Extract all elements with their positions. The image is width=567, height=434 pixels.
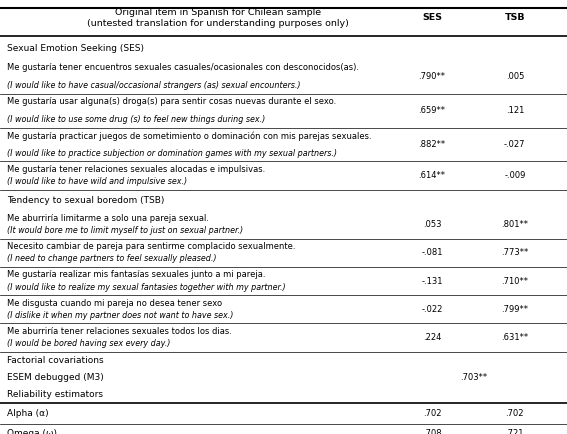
Text: Alpha (α): Alpha (α) — [7, 409, 48, 418]
Text: (untested translation for understanding purposes only): (untested translation for understanding … — [87, 20, 349, 28]
Text: Me gustaría usar alguna(s) droga(s) para sentir cosas nuevas durante el sexo.: Me gustaría usar alguna(s) droga(s) para… — [7, 97, 336, 106]
Text: TSB: TSB — [505, 13, 525, 22]
Text: Me gustaría realizar mis fantasías sexuales junto a mi pareja.: Me gustaría realizar mis fantasías sexua… — [7, 270, 265, 279]
Text: Omega (ω): Omega (ω) — [7, 430, 57, 434]
Text: .121: .121 — [506, 106, 524, 115]
Text: .005: .005 — [506, 72, 524, 81]
Text: Tendency to sexual boredom (TSB): Tendency to sexual boredom (TSB) — [7, 196, 164, 204]
Text: .790**: .790** — [418, 72, 446, 81]
Text: (I would like to realize my sexual fantasies together with my partner.): (I would like to realize my sexual fanta… — [7, 283, 285, 292]
Text: -.022: -.022 — [421, 305, 443, 314]
Text: .708: .708 — [423, 430, 441, 434]
Text: .224: .224 — [423, 333, 441, 342]
Text: -.009: -.009 — [504, 171, 526, 180]
Text: Reliability estimators: Reliability estimators — [7, 390, 103, 398]
Text: (I would like to use some drug (s) to feel new things during sex.): (I would like to use some drug (s) to fe… — [7, 115, 265, 124]
Text: .053: .053 — [423, 220, 441, 229]
Text: Me aburriría tener relaciones sexuales todos los dias.: Me aburriría tener relaciones sexuales t… — [7, 327, 232, 336]
Text: -.081: -.081 — [421, 248, 443, 257]
Text: (I would like to practice subjection or domination games with my sexual partners: (I would like to practice subjection or … — [7, 149, 337, 158]
Text: Factorial covariations: Factorial covariations — [7, 356, 103, 365]
Text: .882**: .882** — [418, 140, 446, 149]
Text: Me gustaría tener relaciones sexuales alocadas e impulsivas.: Me gustaría tener relaciones sexuales al… — [7, 165, 265, 174]
Text: .614**: .614** — [418, 171, 446, 180]
Text: Me aburriría limitarme a solo una pareja sexual.: Me aburriría limitarme a solo una pareja… — [7, 214, 209, 223]
Text: .703**: .703** — [460, 373, 487, 381]
Text: (I need to change partners to feel sexually pleased.): (I need to change partners to feel sexua… — [7, 254, 216, 263]
Text: (It would bore me to limit myself to just on sexual partner.): (It would bore me to limit myself to jus… — [7, 226, 243, 235]
Text: -.027: -.027 — [504, 140, 526, 149]
Text: Necesito cambiar de pareja para sentirme complacido sexualmente.: Necesito cambiar de pareja para sentirme… — [7, 242, 295, 251]
Text: Me gustaría practicar juegos de sometimiento o dominación con mis parejas sexual: Me gustaría practicar juegos de sometimi… — [7, 131, 371, 141]
Text: Me disgusta cuando mi pareja no desea tener sexo: Me disgusta cuando mi pareja no desea te… — [7, 299, 222, 308]
Text: Me gustaría tener encuentros sexuales casuales/ocasionales con desconocidos(as).: Me gustaría tener encuentros sexuales ca… — [7, 63, 359, 72]
Text: (I would like to have wild and impulsive sex.): (I would like to have wild and impulsive… — [7, 177, 187, 186]
Text: .773**: .773** — [501, 248, 528, 257]
Text: .710**: .710** — [501, 276, 528, 286]
Text: Original item in Spanish for Chilean sample: Original item in Spanish for Chilean sam… — [115, 8, 321, 17]
Text: (I dislike it when my partner does not want to have sex.): (I dislike it when my partner does not w… — [7, 311, 233, 320]
Text: ESEM debugged (M3): ESEM debugged (M3) — [7, 373, 104, 381]
Text: .702: .702 — [423, 409, 441, 418]
Text: Sexual Emotion Seeking (SES): Sexual Emotion Seeking (SES) — [7, 44, 144, 53]
Text: (I would like to have casual/occasional strangers (as) sexual encounters.): (I would like to have casual/occasional … — [7, 81, 301, 90]
Text: SES: SES — [422, 13, 442, 22]
Text: .801**: .801** — [501, 220, 528, 229]
Text: -.131: -.131 — [421, 276, 443, 286]
Text: .721: .721 — [506, 430, 524, 434]
Text: .702: .702 — [506, 409, 524, 418]
Text: .631**: .631** — [501, 333, 528, 342]
Text: (I would be bored having sex every day.): (I would be bored having sex every day.) — [7, 339, 170, 348]
Text: .799**: .799** — [501, 305, 528, 314]
Text: .659**: .659** — [418, 106, 446, 115]
